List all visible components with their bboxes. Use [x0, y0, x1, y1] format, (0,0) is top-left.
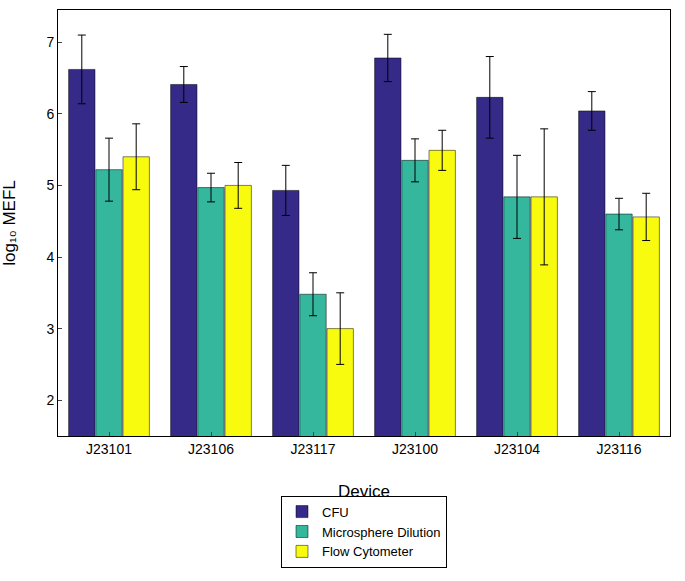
svg-text:J23100: J23100 — [392, 441, 438, 457]
svg-text:J23106: J23106 — [188, 441, 234, 457]
svg-text:Device: Device — [338, 482, 390, 501]
svg-text:7: 7 — [46, 34, 54, 50]
svg-text:CFU: CFU — [322, 505, 349, 520]
svg-text:4: 4 — [46, 249, 54, 265]
svg-text:2: 2 — [46, 392, 54, 408]
svg-text:Flow Cytometer: Flow Cytometer — [322, 544, 414, 559]
svg-text:3: 3 — [46, 321, 54, 337]
svg-text:J23116: J23116 — [597, 441, 642, 457]
svg-text:J23104: J23104 — [494, 441, 540, 457]
svg-text:5: 5 — [46, 177, 54, 193]
svg-text:log₁₀ MEFL: log₁₀ MEFL — [0, 180, 19, 266]
svg-text:J23117: J23117 — [291, 441, 336, 457]
svg-text:Microsphere Dilution: Microsphere Dilution — [322, 525, 441, 540]
svg-text:J23101: J23101 — [86, 441, 132, 457]
svg-text:6: 6 — [46, 106, 54, 122]
